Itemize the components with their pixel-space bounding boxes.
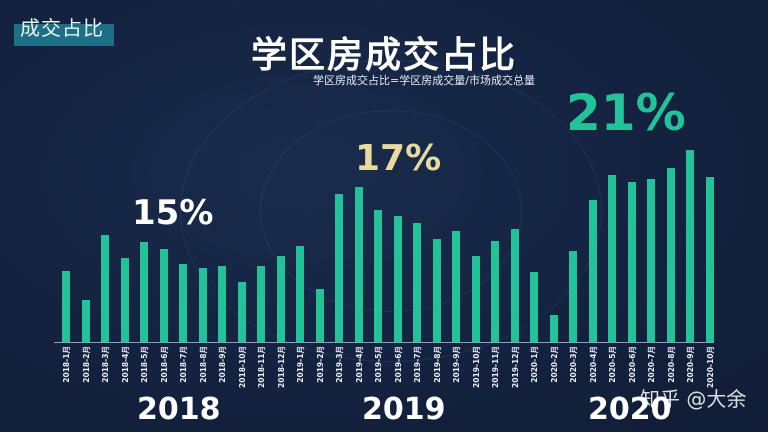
bar xyxy=(471,256,480,342)
bar xyxy=(647,179,655,342)
bar xyxy=(530,272,538,342)
highlight-2020: 21% xyxy=(566,84,686,142)
x-tick-label: 2019-10月 xyxy=(471,346,481,388)
x-tick-label: 2019-6月 xyxy=(393,346,403,383)
bar xyxy=(549,315,558,342)
map-road-line xyxy=(260,110,522,312)
bar xyxy=(608,175,616,342)
bar xyxy=(335,194,343,342)
bar xyxy=(491,241,499,342)
x-tick-label: 2019-8月 xyxy=(432,346,442,383)
x-tick-label: 2018-8月 xyxy=(198,346,208,383)
x-tick-label: 2018-12月 xyxy=(276,346,286,388)
bar xyxy=(686,150,694,342)
x-tick-label: 2019-11月 xyxy=(491,346,500,388)
bar xyxy=(296,246,304,342)
x-axis-line xyxy=(54,342,714,343)
bar xyxy=(62,271,70,342)
x-tick-label: 2020-6月 xyxy=(627,346,637,383)
x-tick-label: 2019-12月 xyxy=(510,346,520,388)
bar xyxy=(510,229,519,342)
bar xyxy=(140,242,148,342)
highlight-2019: 17% xyxy=(355,138,442,179)
x-tick-label: 2020-4月 xyxy=(588,346,598,383)
year-label-2020: 2020 xyxy=(588,392,672,427)
x-tick-label: 2020-1月 xyxy=(530,346,539,383)
x-tick-label: 2018-5月 xyxy=(140,346,149,383)
x-tick-label: 2019-9月 xyxy=(452,346,461,383)
highlight-2018: 15% xyxy=(132,193,214,233)
bar xyxy=(315,289,324,342)
x-tick-label: 2018-4月 xyxy=(120,346,130,383)
bar xyxy=(179,264,187,342)
chart-subtitle-text: 学区房成交占比=学区房成交量/市场成交总量 xyxy=(313,74,535,87)
bar xyxy=(101,235,109,342)
x-tick-label: 2018-11月 xyxy=(257,346,266,388)
bar xyxy=(257,266,265,342)
bar xyxy=(81,300,90,342)
x-tick-label: 2018-9月 xyxy=(218,346,227,383)
x-tick-label: 2018-6月 xyxy=(159,346,169,383)
x-tick-label: 2018-10月 xyxy=(237,346,247,388)
bar xyxy=(120,258,129,342)
x-tick-label: 2019-7月 xyxy=(413,346,422,383)
bar xyxy=(627,182,636,342)
x-tick-label: 2019-2月 xyxy=(315,346,325,383)
bar xyxy=(354,187,363,342)
bar xyxy=(666,168,675,342)
bar xyxy=(452,231,460,342)
chart-title: 学区房成交占比 xyxy=(250,35,517,76)
section-tag-underline xyxy=(14,24,114,46)
bar xyxy=(413,223,421,342)
bar xyxy=(198,268,207,342)
bar xyxy=(218,266,226,342)
section-tag-label: 成交占比 xyxy=(20,16,104,40)
bar xyxy=(588,200,597,342)
x-tick-label: 2018-2月 xyxy=(81,346,91,383)
x-tick-label: 2018-7月 xyxy=(179,346,188,383)
x-tick-label: 2020-3月 xyxy=(569,346,578,383)
x-tick-label: 2020-2月 xyxy=(549,346,559,383)
bar xyxy=(374,210,382,342)
bar xyxy=(159,249,168,342)
year-label-2018: 2018 xyxy=(137,392,221,427)
watermark: 知乎 @大余 xyxy=(640,387,747,411)
year-label-2019: 2019 xyxy=(362,392,446,427)
section-tag: 成交占比 xyxy=(14,12,114,46)
bar xyxy=(393,216,402,342)
x-tick-label: 2020-5月 xyxy=(608,346,617,383)
x-tick-label: 2019-4月 xyxy=(354,346,364,383)
x-tick-label: 2019-1月 xyxy=(296,346,305,383)
x-tick-label: 2018-1月 xyxy=(62,346,71,383)
bar xyxy=(237,282,246,342)
x-tick-label: 2019-3月 xyxy=(335,346,344,383)
x-tick-label: 2018-3月 xyxy=(101,346,110,383)
bar xyxy=(705,177,714,342)
chart-subtitle: 学区房成交占比=学区房成交量/市场成交总量 xyxy=(0,72,768,88)
x-tick-label: 2019-5月 xyxy=(374,346,383,383)
bar xyxy=(276,256,285,342)
bar xyxy=(432,239,441,342)
map-road-line xyxy=(180,60,602,362)
bar xyxy=(569,251,577,342)
